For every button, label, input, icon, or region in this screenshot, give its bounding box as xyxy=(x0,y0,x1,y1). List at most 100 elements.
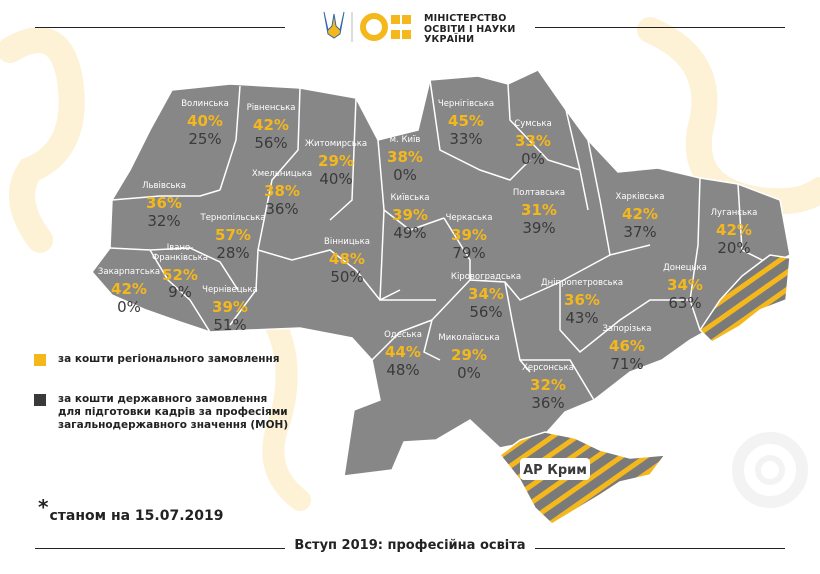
region-name: Харківська xyxy=(616,192,665,202)
legend-state-line-1: за кошти державного замовлення xyxy=(58,393,268,405)
date-note: *станом на 15.07.2019 xyxy=(38,495,224,524)
region-name: Закарпатська xyxy=(98,267,160,277)
region-regional-value: 32% xyxy=(530,376,566,394)
region-regional-value: 39% xyxy=(392,206,428,224)
region-borders xyxy=(109,79,773,401)
region-state-value: 36% xyxy=(531,394,564,412)
region-state-value: 0% xyxy=(457,364,481,382)
legend-swatch-state xyxy=(34,394,46,406)
region-state-value: 63% xyxy=(668,294,701,312)
region-name: Рівненська xyxy=(247,103,296,113)
region-regional-value: 42% xyxy=(111,280,147,298)
header-line-left xyxy=(35,27,285,28)
region-name: Кіровоградська xyxy=(451,272,521,282)
region-regional-value: 36% xyxy=(564,291,600,309)
region-name: Луганська xyxy=(711,208,758,218)
region-regional-value: 42% xyxy=(716,221,752,239)
ministry-line-2: ОСВІТИ І НАУКИ xyxy=(424,23,516,35)
region-regional-value: 38% xyxy=(264,182,300,200)
map-shapes xyxy=(91,69,791,477)
region-name: Івано- xyxy=(167,243,194,253)
ministry-line-3: УКРАЇНИ xyxy=(424,34,475,45)
region-state-value: 51% xyxy=(213,316,246,334)
footer-line-right xyxy=(535,548,785,549)
region-name: Чернігівська xyxy=(438,99,494,109)
region-regional-value: 52% xyxy=(162,266,198,284)
ministry-logo-icon xyxy=(360,13,411,41)
footer-line-left xyxy=(35,548,285,549)
footnote-star: * xyxy=(38,495,49,519)
region-name: Запорізька xyxy=(602,324,651,334)
region-regional-value: 36% xyxy=(146,194,182,212)
region-regional-value: 29% xyxy=(318,152,354,170)
region-regional-value: 40% xyxy=(187,112,223,130)
region-regional-value: 42% xyxy=(253,116,289,134)
region-name: Хмельницька xyxy=(252,169,312,179)
decor-wave-right xyxy=(637,17,820,215)
gear-icon xyxy=(732,432,808,508)
legend-state-line-3: загальнодержавного значення (МОН) xyxy=(58,419,289,431)
region-state-value: 9% xyxy=(168,283,192,301)
region-name: Миколаївська xyxy=(438,333,499,343)
region-state-value: 33% xyxy=(449,130,482,148)
region-name: Львівська xyxy=(142,181,186,191)
region-name: Донецька xyxy=(663,263,707,273)
region-regional-value: 34% xyxy=(667,276,703,294)
region-name-cont: Франківська xyxy=(152,253,208,263)
region-name: Херсонська xyxy=(522,363,574,373)
date-note-text: станом на 15.07.2019 xyxy=(49,508,224,524)
region-state-value: 40% xyxy=(319,170,352,188)
region-name: Київська xyxy=(391,193,430,203)
decor-wave-left xyxy=(0,27,85,253)
region-name: Черкаська xyxy=(446,213,493,223)
region-name: Сумська xyxy=(514,119,551,129)
region-name: м. Київ xyxy=(390,135,421,145)
region-state-value: 49% xyxy=(393,224,426,242)
ministry-line-1: МІНІСТЕРСТВО xyxy=(424,13,507,24)
region-state-value: 0% xyxy=(393,166,417,184)
region-regional-value: 39% xyxy=(212,298,248,316)
region-regional-value: 44% xyxy=(385,343,421,361)
region-name: Волинська xyxy=(181,99,229,109)
region-name: Чернівецька xyxy=(202,285,258,295)
region-state-value: 28% xyxy=(216,244,249,262)
region-regional-value: 45% xyxy=(448,112,484,130)
region-state-value: 48% xyxy=(386,361,419,379)
footer-title: Вступ 2019: професійна освіта xyxy=(294,538,526,553)
region-state-value: 37% xyxy=(623,223,656,241)
region-regional-value: 39% xyxy=(451,226,487,244)
region-regional-value: 29% xyxy=(451,346,487,364)
region-regional-value: 42% xyxy=(622,205,658,223)
region-state-value: 39% xyxy=(522,219,555,237)
crimea-label: АР Крим xyxy=(523,463,587,478)
region-regional-value: 46% xyxy=(609,337,645,355)
legend-label-regional: за кошти регіонального замовлення xyxy=(58,353,280,365)
region-state-value: 56% xyxy=(254,134,287,152)
region-state-value: 36% xyxy=(265,200,298,218)
region-regional-value: 48% xyxy=(329,250,365,268)
crimea-label-box xyxy=(520,458,590,480)
occupied-territory-east xyxy=(699,254,791,343)
region-name: Одеська xyxy=(384,330,422,340)
region-state-value: 20% xyxy=(717,239,750,257)
region-regional-value: 31% xyxy=(521,201,557,219)
region-regional-value: 57% xyxy=(215,226,251,244)
region-regional-value: 38% xyxy=(387,148,423,166)
region-state-value: 0% xyxy=(521,150,545,168)
region-name: Вінницька xyxy=(324,237,370,247)
legend-swatch-regional xyxy=(34,354,46,366)
region-state-value: 79% xyxy=(452,244,485,262)
region-name: Тернопільська xyxy=(200,213,266,223)
region-state-value: 50% xyxy=(330,268,363,286)
header-line-right xyxy=(535,27,785,28)
region-name: Житомирська xyxy=(305,139,367,149)
region-state-value: 0% xyxy=(117,298,141,316)
region-name: Полтавська xyxy=(513,188,565,198)
legend-label-state: за кошти державного замовлення для підго… xyxy=(58,393,288,432)
region-state-value: 32% xyxy=(147,212,180,230)
region-state-value: 25% xyxy=(188,130,221,148)
region-name: Дніпропетровська xyxy=(541,278,623,288)
